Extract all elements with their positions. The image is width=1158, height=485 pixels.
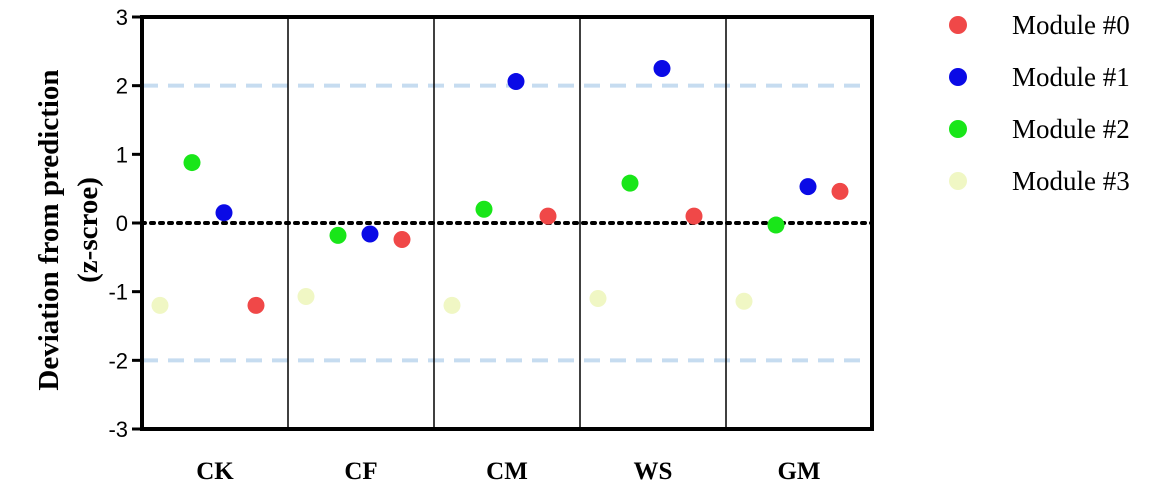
legend-marker-1 xyxy=(949,68,967,86)
reference-lines xyxy=(140,83,874,363)
point-cf-module-3 xyxy=(297,287,315,305)
legend-label-0: Module #0 xyxy=(1012,10,1130,40)
point-gm-module-0 xyxy=(831,182,849,200)
category-dividers xyxy=(287,17,727,429)
legend-marker-2 xyxy=(949,120,967,138)
point-gm-module-3 xyxy=(735,292,753,310)
point-gm-module-2 xyxy=(767,216,785,234)
y-axis-label-line2: (z-scroe) xyxy=(72,177,104,283)
x-category-label-3: WS xyxy=(634,458,673,485)
y-tick-label-6: -3 xyxy=(108,417,128,442)
point-cm-module-3 xyxy=(443,296,461,314)
point-ws-module-3 xyxy=(589,290,607,308)
point-cf-module-1 xyxy=(361,225,379,243)
y-tick-label-4: -1 xyxy=(108,280,128,305)
y-tick-label-2: 1 xyxy=(116,142,128,167)
point-cf-module-0 xyxy=(393,230,411,248)
legend-marker-3 xyxy=(949,172,967,190)
point-ck-module-0 xyxy=(247,296,265,314)
point-ws-module-2 xyxy=(621,174,639,192)
x-axis-categories: CK CF CM WS GM xyxy=(196,458,820,485)
x-category-label-0: CK xyxy=(196,458,234,485)
point-gm-module-1 xyxy=(799,178,817,196)
point-ck-module-3 xyxy=(151,296,169,314)
point-ck-module-1 xyxy=(215,204,233,222)
y-axis-label-line1: Deviation from prediction xyxy=(33,69,65,390)
point-ws-module-1 xyxy=(653,60,671,77)
point-cm-module-0 xyxy=(539,207,557,225)
x-category-label-2: CM xyxy=(486,458,528,485)
y-axis-label: Deviation from prediction (z-scroe) xyxy=(33,69,104,390)
y-axis-ticks: 3 2 1 0 -1 -2 -3 xyxy=(108,5,142,442)
point-cm-module-2 xyxy=(475,200,493,218)
legend-label-3: Module #3 xyxy=(1012,166,1130,196)
x-category-label-1: CF xyxy=(344,458,377,485)
point-cm-module-1 xyxy=(507,73,525,91)
data-points xyxy=(151,60,849,314)
point-ws-module-0 xyxy=(685,207,703,225)
y-tick-label-3: 0 xyxy=(116,211,128,236)
point-ck-module-2 xyxy=(183,154,201,172)
legend: Module #0 Module #1 Module #2 Module #3 xyxy=(949,10,1130,196)
x-category-label-4: GM xyxy=(777,458,820,485)
y-tick-label-0: 3 xyxy=(116,5,128,30)
y-tick-label-1: 2 xyxy=(116,74,128,99)
point-cf-module-2 xyxy=(329,226,347,244)
legend-marker-0 xyxy=(949,16,967,34)
legend-label-2: Module #2 xyxy=(1012,114,1130,144)
y-tick-label-5: -2 xyxy=(108,348,128,373)
legend-label-1: Module #1 xyxy=(1012,62,1130,92)
